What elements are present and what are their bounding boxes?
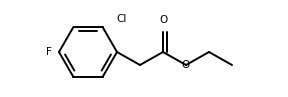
Text: F: F [46,47,52,57]
Text: Cl: Cl [116,14,126,24]
Text: O: O [182,60,190,70]
Text: O: O [159,15,167,25]
